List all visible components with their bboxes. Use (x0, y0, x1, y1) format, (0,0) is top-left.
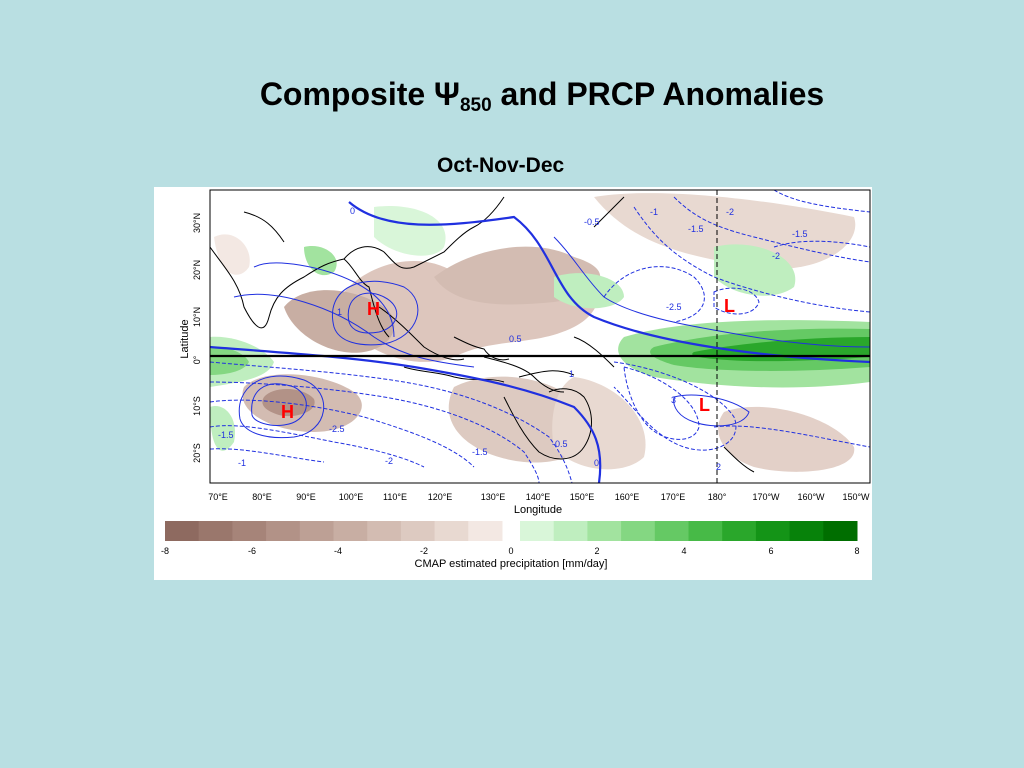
lon-tick-label: 140°E (526, 492, 551, 502)
lat-tick-label: 20°N (192, 260, 202, 280)
lon-tick-label: 150°E (570, 492, 595, 502)
low-center-label: L (724, 296, 735, 316)
contour-label: -1 (238, 458, 246, 468)
contour-label: -2 (385, 456, 393, 466)
colorbar (165, 521, 858, 541)
colorbar-wet-swatch (789, 521, 824, 541)
coastlines (210, 196, 755, 473)
contour-label: -1 (650, 207, 658, 217)
lat-tick-label: 20°S (192, 443, 202, 463)
contour-label: 1 (337, 307, 342, 317)
lat-tick-label: 0° (192, 355, 202, 364)
colorbar-wet-swatch (621, 521, 656, 541)
colorbar-wet-swatch (823, 521, 858, 541)
colorbar-wet-swatch (755, 521, 791, 541)
contour-label: -2 (726, 207, 734, 217)
lat-tick-label: 10°N (192, 307, 202, 327)
contour-label: -2.5 (329, 424, 345, 434)
colorbar-wet-swatch (587, 521, 622, 541)
lat-tick-label: 30°N (192, 213, 202, 233)
colorbar-dry-swatch (299, 521, 334, 541)
colorbar-tick: 2 (594, 546, 599, 556)
high-center-label: H (281, 402, 294, 422)
wet-anomaly-shading (210, 206, 870, 451)
contour-label: -0.5 (584, 217, 600, 227)
lon-tick-label: 100°E (339, 492, 364, 502)
contour-label: -2.5 (666, 302, 682, 312)
contour-label: 1 (569, 369, 574, 379)
y-axis-label: Latitude (179, 319, 191, 358)
colorbar-wet-swatch (722, 521, 757, 541)
low-center-label: L (699, 395, 710, 415)
latitude-axis: 30°N 20°N 10°N 0° 10°S 20°S Latitude (179, 213, 202, 463)
colorbar-tick: -2 (420, 546, 428, 556)
contour-label: -1.5 (688, 224, 704, 234)
lon-tick-label: 170°E (661, 492, 686, 502)
x-axis-label: Longitude (514, 504, 562, 516)
lon-tick-label: 160°W (797, 492, 825, 502)
contour-label: 3 (671, 395, 676, 405)
lon-tick-label: 180° (708, 492, 727, 502)
colorbar-dry-swatch (367, 521, 402, 541)
contour-label: 0 (594, 458, 599, 468)
lon-tick-label: 80°E (252, 492, 272, 502)
circulation-centers: H H L L (281, 296, 735, 422)
lon-tick-label: 110°E (383, 492, 407, 502)
contour-label: 0.5 (509, 334, 522, 344)
contour-label: -0.5 (552, 439, 568, 449)
colorbar-tick: 0 (508, 546, 513, 556)
colorbar-tick: 8 (854, 546, 859, 556)
lon-tick-label: 150°W (842, 492, 870, 502)
colorbar-ticks: -8 -6 -4 -2 0 2 4 6 8 CMAP estimated pre… (161, 546, 860, 570)
contour-label: 0 (350, 206, 355, 216)
contour-label: -1.5 (218, 430, 234, 440)
longitude-axis: 70°E 80°E 90°E 100°E 110°E 120°E 130°E 1… (208, 492, 870, 516)
title-rest: and PRCP Anomalies (491, 76, 825, 112)
contour-label: -2 (772, 251, 780, 261)
colorbar-dry-swatch (434, 521, 469, 541)
lon-tick-label: 70°E (208, 492, 228, 502)
colorbar-dry-swatch (266, 521, 301, 541)
contour-label: -1.5 (472, 447, 488, 457)
lon-tick-label: 130°E (481, 492, 506, 502)
title-main: Composite Ψ (259, 76, 460, 112)
colorbar-dry-swatch (165, 521, 200, 541)
colorbar-tick: -8 (161, 546, 169, 556)
lon-tick-label: 160°E (615, 492, 640, 502)
colorbar-dry-swatch (333, 521, 368, 541)
title-subscript: 850 (459, 95, 492, 116)
map-frame (209, 189, 871, 484)
map-svg: 0 -0.5 -1 -1.5 -2 -1.5 -2 -2.5 0.5 1 1 3… (161, 189, 871, 570)
colorbar-tick: 6 (768, 546, 773, 556)
colorbar-wet-swatch (520, 521, 555, 541)
slide-title: Composite Ψ850 and PRCP Anomalies (0, 76, 1024, 117)
contour-label-group: 0 -0.5 -1 -1.5 -2 -1.5 -2 -2.5 0.5 1 1 3… (218, 206, 808, 472)
high-center-label: H (367, 299, 380, 319)
streamfunction-contours (210, 190, 870, 483)
season-label: Oct-Nov-Dec (437, 154, 565, 177)
colorbar-wet-swatch (553, 521, 588, 541)
colorbar-dry-swatch (400, 521, 436, 541)
contour-label: -1.5 (792, 229, 808, 239)
lon-tick-label: 170°W (752, 492, 780, 502)
colorbar-title: CMAP estimated precipitation [mm/day] (415, 558, 608, 570)
colorbar-dry-swatch (468, 521, 503, 541)
colorbar-dry-swatch (232, 521, 267, 541)
lon-tick-label: 120°E (428, 492, 453, 502)
colorbar-dry-swatch (198, 521, 233, 541)
contour-label: 2 (716, 462, 721, 472)
lon-tick-label: 90°E (296, 492, 316, 502)
colorbar-tick: -4 (334, 546, 342, 556)
map-figure: 0 -0.5 -1 -1.5 -2 -1.5 -2 -2.5 0.5 1 1 3… (154, 187, 872, 580)
colorbar-tick: 4 (681, 546, 686, 556)
map-area: 0 -0.5 -1 -1.5 -2 -1.5 -2 -2.5 0.5 1 1 3… (210, 190, 870, 483)
lat-tick-label: 10°S (192, 396, 202, 416)
colorbar-tick: -6 (248, 546, 256, 556)
colorbar-wet-swatch (688, 521, 723, 541)
colorbar-wet-swatch (654, 521, 689, 541)
